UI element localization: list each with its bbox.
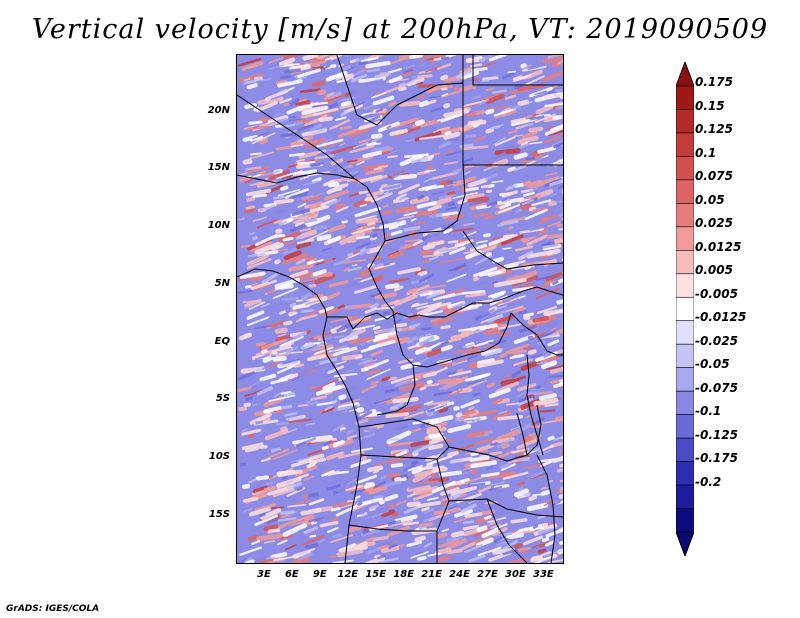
colorbar-label: -0.075 <box>695 380 738 395</box>
colorbar-label: 0.1 <box>695 145 717 160</box>
lon-label: 21E <box>421 569 442 580</box>
colorbar-segment <box>676 414 694 439</box>
colorbar-label: 0.175 <box>695 75 733 90</box>
lat-label: 10S <box>208 451 230 463</box>
lat-label: 5S <box>215 393 230 405</box>
map-title: Vertical velocity [m/s] at 200hPa, VT: 2… <box>31 14 769 45</box>
lat-label: 5N <box>214 277 230 289</box>
colorbar-segment <box>676 296 694 322</box>
colorbar-segment <box>676 461 694 486</box>
colorbar-label: -0.2 <box>695 474 722 489</box>
lon-label: 18E <box>393 569 415 580</box>
colorbar-label: -0.175 <box>695 451 738 466</box>
colorbar-segment <box>676 320 694 345</box>
country-borders <box>237 55 563 563</box>
lat-label: 20N <box>207 104 230 116</box>
colorbar-label: -0.025 <box>695 333 738 348</box>
colorbar-segment <box>676 437 694 462</box>
colorbar-label: -0.1 <box>695 404 722 419</box>
colorbar <box>676 62 694 556</box>
colorbar-label: 0.125 <box>695 122 733 137</box>
lon-label: 9E <box>312 569 327 580</box>
lon-label: 15E <box>365 569 387 580</box>
colorbar-segment <box>676 273 694 298</box>
colorbar-label: 0.05 <box>695 192 725 207</box>
colorbar-segment <box>676 508 694 533</box>
colorbar-label: 0.075 <box>695 169 733 184</box>
lon-label: 27E <box>477 569 498 580</box>
colorbar-label: -0.0125 <box>695 310 747 325</box>
lon-label: 33E <box>532 569 554 580</box>
lat-label: 10N <box>207 220 230 232</box>
vertical-velocity-field <box>237 55 563 563</box>
colorbar-top-arrow <box>676 62 694 87</box>
colorbar-segment <box>676 390 694 415</box>
lat-label: EQ <box>214 335 230 347</box>
colorbar-bottom-arrow <box>676 531 694 556</box>
colorbar-segment <box>676 226 694 251</box>
lon-label: 6E <box>284 569 299 580</box>
colorbar-label: 0.025 <box>695 216 733 231</box>
lon-label: 24E <box>449 569 470 580</box>
grads-credit: GrADS: IGES/COLA <box>6 604 100 614</box>
colorbar-segment <box>676 109 694 134</box>
colorbar-segment <box>676 343 694 368</box>
lon-label: 30E <box>505 569 526 580</box>
colorbar-segment <box>676 85 694 110</box>
map-plot-area <box>236 54 564 564</box>
colorbar-label: 0.15 <box>695 98 725 113</box>
lon-label: 12E <box>337 569 359 580</box>
colorbar-segment <box>676 250 694 275</box>
lat-label: 15S <box>208 508 230 520</box>
colorbar-segment <box>676 203 694 228</box>
colorbar-segment <box>676 179 694 204</box>
colorbar-segment <box>676 367 694 392</box>
colorbar-label: -0.125 <box>695 427 738 442</box>
colorbar-label: 0.005 <box>695 263 733 278</box>
lon-label: 3E <box>257 569 271 580</box>
colorbar-label: -0.05 <box>695 357 730 372</box>
colorbar-segment <box>676 484 694 509</box>
colorbar-segment <box>676 156 694 181</box>
colorbar-label: -0.005 <box>695 286 738 301</box>
lat-label: 15N <box>207 162 230 174</box>
colorbar-label: 0.0125 <box>695 239 742 254</box>
colorbar-segment <box>676 132 694 157</box>
